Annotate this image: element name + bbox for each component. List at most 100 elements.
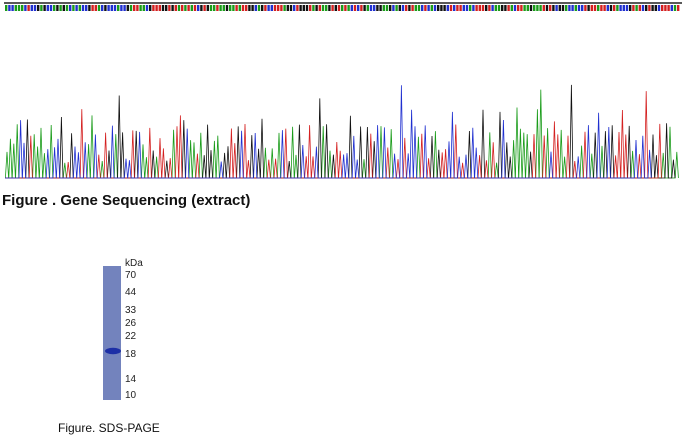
base-call [158, 5, 161, 11]
base-call [344, 5, 347, 11]
base-call [56, 5, 59, 11]
base-call [110, 5, 113, 11]
base-call [392, 5, 395, 11]
base-call [280, 5, 283, 11]
trace [5, 84, 676, 179]
base-call [101, 5, 104, 11]
base-call [257, 5, 261, 11]
base-call [645, 5, 648, 11]
base-call [529, 5, 533, 11]
marker-label: 26 [125, 318, 137, 329]
unit-label: kDa [125, 258, 143, 269]
base-call [321, 5, 325, 11]
base-call [145, 5, 149, 11]
base-call [27, 5, 30, 11]
base-call [273, 5, 277, 11]
base-call [574, 5, 577, 11]
base-call [43, 5, 46, 11]
base-call [261, 5, 264, 11]
base-call [475, 5, 478, 11]
base-call [133, 5, 136, 11]
marker-label: 10 [125, 390, 137, 401]
base-call [222, 5, 225, 11]
base-call [613, 5, 616, 11]
base-call [107, 5, 110, 11]
base-call [635, 5, 638, 11]
base-call [216, 5, 219, 11]
base-call [200, 5, 203, 11]
base-call [465, 5, 469, 11]
base-call [129, 5, 133, 11]
base-call [481, 5, 485, 11]
base-call [193, 5, 197, 11]
base-call [593, 5, 597, 11]
base-call [401, 5, 405, 11]
base-call [165, 5, 168, 11]
base-call [24, 5, 27, 11]
base-call [318, 5, 321, 11]
base-call [203, 5, 206, 11]
base-call [53, 5, 56, 11]
base-call [449, 5, 453, 11]
base-call [545, 5, 549, 11]
base-call [251, 5, 254, 11]
base-call [606, 5, 609, 11]
base-call [424, 5, 427, 11]
base-call [97, 5, 101, 11]
base-call [469, 5, 472, 11]
base-call [293, 5, 296, 11]
base-call [123, 5, 126, 11]
base-call [462, 5, 465, 11]
base-call [638, 5, 641, 11]
base-call [69, 5, 72, 11]
base-call [526, 5, 529, 11]
base-call [581, 5, 584, 11]
base-call [414, 5, 417, 11]
base-call [616, 5, 619, 11]
base-call [139, 5, 142, 11]
base-call [8, 5, 11, 11]
base-call [219, 5, 222, 11]
base-call [248, 5, 251, 11]
base-call [587, 5, 590, 11]
base-call [277, 5, 280, 11]
base-call [673, 5, 677, 11]
base-call [14, 5, 17, 11]
base-call [161, 5, 165, 11]
base-call [152, 5, 155, 11]
base-call [120, 5, 123, 11]
base-call [504, 5, 507, 11]
base-call [104, 5, 107, 11]
base-call [37, 5, 40, 11]
base-call [337, 5, 341, 11]
base-call [286, 5, 289, 11]
base-call [181, 5, 184, 11]
base-call [677, 5, 680, 11]
base-call [568, 5, 571, 11]
base-call [440, 5, 443, 11]
base-call [517, 5, 520, 11]
base-call [405, 5, 408, 11]
base-call [30, 5, 33, 11]
base-call [94, 5, 97, 11]
base-call [235, 5, 238, 11]
base-call [536, 5, 539, 11]
base-call [85, 5, 88, 11]
base-call [357, 5, 360, 11]
base-call [232, 5, 235, 11]
marker-label: 22 [125, 331, 137, 342]
base-call [555, 5, 558, 11]
base-call [113, 5, 117, 11]
marker-label: 70 [125, 270, 137, 281]
base-call [49, 5, 53, 11]
base-call [33, 5, 37, 11]
marker-label: 44 [125, 287, 137, 298]
base-call [334, 5, 337, 11]
gel-band [105, 347, 121, 355]
base-call [59, 5, 62, 11]
base-call [437, 5, 440, 11]
base-call [197, 5, 200, 11]
base-call [385, 5, 389, 11]
base-call [305, 5, 309, 11]
